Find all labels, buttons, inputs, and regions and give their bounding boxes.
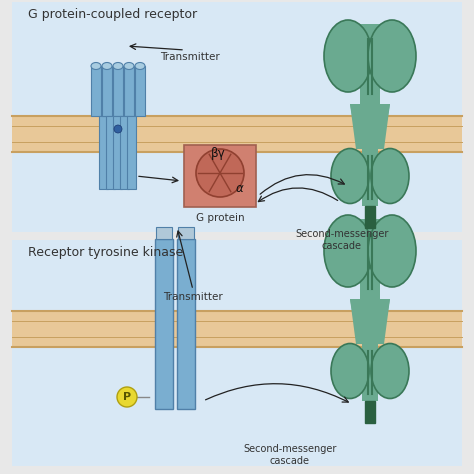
Ellipse shape [368, 20, 416, 92]
Ellipse shape [371, 148, 409, 203]
Ellipse shape [124, 63, 134, 70]
Text: Second-messenger
cascade: Second-messenger cascade [295, 229, 389, 251]
Text: Transmitter: Transmitter [160, 52, 220, 62]
Text: βγ: βγ [210, 147, 225, 160]
Polygon shape [362, 344, 378, 401]
Polygon shape [12, 240, 462, 466]
Polygon shape [177, 239, 195, 409]
Polygon shape [128, 116, 137, 189]
Polygon shape [91, 66, 101, 116]
Polygon shape [12, 311, 462, 347]
Polygon shape [362, 149, 378, 206]
Circle shape [196, 149, 244, 197]
Polygon shape [156, 227, 172, 239]
Text: Second-messenger
cascade: Second-messenger cascade [243, 444, 337, 465]
Text: Receptor tyrosine kinase: Receptor tyrosine kinase [28, 246, 183, 259]
Polygon shape [12, 2, 462, 232]
Polygon shape [184, 145, 256, 207]
Polygon shape [155, 239, 173, 409]
Polygon shape [356, 314, 384, 344]
Polygon shape [356, 119, 384, 149]
Text: G protein-coupled receptor: G protein-coupled receptor [28, 8, 197, 21]
Polygon shape [120, 116, 129, 189]
Polygon shape [350, 299, 390, 344]
Polygon shape [102, 66, 112, 116]
Polygon shape [124, 66, 134, 116]
Polygon shape [350, 299, 390, 344]
Ellipse shape [324, 215, 372, 287]
Polygon shape [113, 116, 122, 189]
Ellipse shape [324, 20, 372, 92]
Ellipse shape [113, 63, 123, 70]
Polygon shape [360, 24, 380, 109]
Polygon shape [365, 401, 375, 423]
Polygon shape [12, 116, 462, 152]
Polygon shape [350, 104, 390, 149]
Ellipse shape [368, 215, 416, 287]
Polygon shape [365, 206, 375, 228]
Circle shape [117, 387, 137, 407]
Text: P: P [123, 392, 131, 402]
Text: G protein: G protein [196, 213, 244, 223]
Polygon shape [135, 66, 145, 116]
Ellipse shape [135, 63, 145, 70]
Polygon shape [350, 104, 390, 149]
Text: α: α [236, 182, 244, 194]
Circle shape [114, 125, 122, 133]
Ellipse shape [91, 63, 101, 70]
Polygon shape [178, 227, 194, 239]
Polygon shape [113, 66, 123, 116]
Polygon shape [360, 219, 380, 304]
Ellipse shape [331, 344, 369, 399]
Ellipse shape [331, 148, 369, 203]
Ellipse shape [371, 344, 409, 399]
Polygon shape [107, 116, 116, 189]
Polygon shape [100, 116, 109, 189]
Ellipse shape [102, 63, 112, 70]
Text: Transmitter: Transmitter [163, 292, 223, 302]
